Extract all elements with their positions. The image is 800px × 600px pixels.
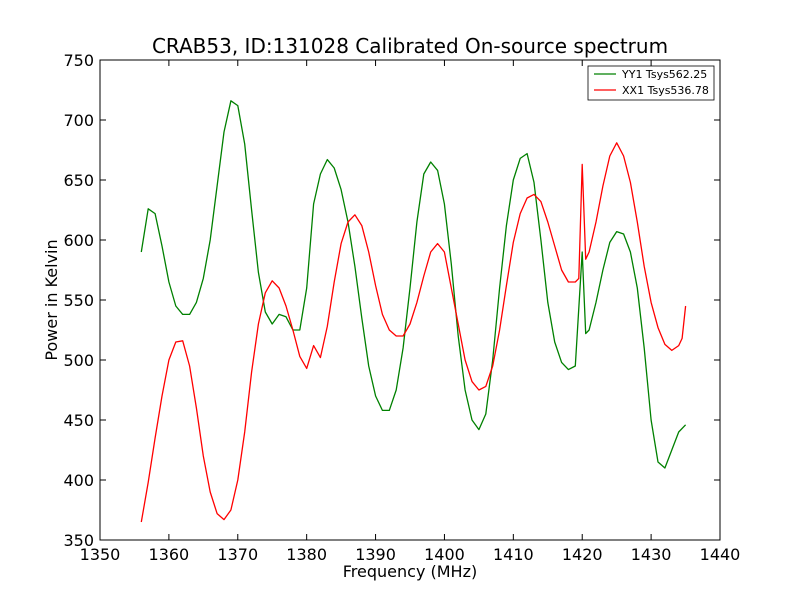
x-tick-label: 1390 [355,545,396,564]
plot-area [100,60,720,540]
x-tick-label: 1440 [700,545,741,564]
legend: YY1 Tsys562.25 XX1 Tsys536.78 [587,65,715,101]
chart-title: CRAB53, ID:131028 Calibrated On-source s… [152,34,668,58]
y-tick-label: 450 [63,411,94,430]
x-tick-label: 1380 [286,545,327,564]
x-tick-label: 1350 [80,545,121,564]
x-tick-label: 1400 [424,545,465,564]
series-line-xx1 [140,142,687,523]
x-axis-label: Frequency (MHz) [343,562,477,581]
plot-frame [99,59,721,541]
x-tick-label: 1370 [217,545,258,564]
y-tick-label: 550 [63,291,94,310]
y-tick-label: 750 [63,51,94,70]
x-tick-label: 1410 [493,545,534,564]
legend-label-xx1: XX1 Tsys536.78 [622,84,709,97]
y-tick-label: 400 [63,471,94,490]
series-line-yy1 [140,100,687,469]
y-tick-label: 650 [63,171,94,190]
y-tick-label: 350 [63,531,94,550]
y-axis-label: Power in Kelvin [42,239,61,360]
y-tick-label: 500 [63,351,94,370]
x-tick-label: 1420 [562,545,603,564]
series-layer [140,100,687,523]
legend-frame [587,65,715,101]
y-tick-label: 600 [63,231,94,250]
tick-layer: 1350 1360 1370 1380 1390 1400 1410 1420 1430 1440… [63,51,740,564]
legend-label-yy1: YY1 Tsys562.25 [621,68,707,81]
x-tick-label: 1360 [149,545,190,564]
y-tick-label: 700 [63,111,94,130]
x-tick-label: 1430 [631,545,672,564]
